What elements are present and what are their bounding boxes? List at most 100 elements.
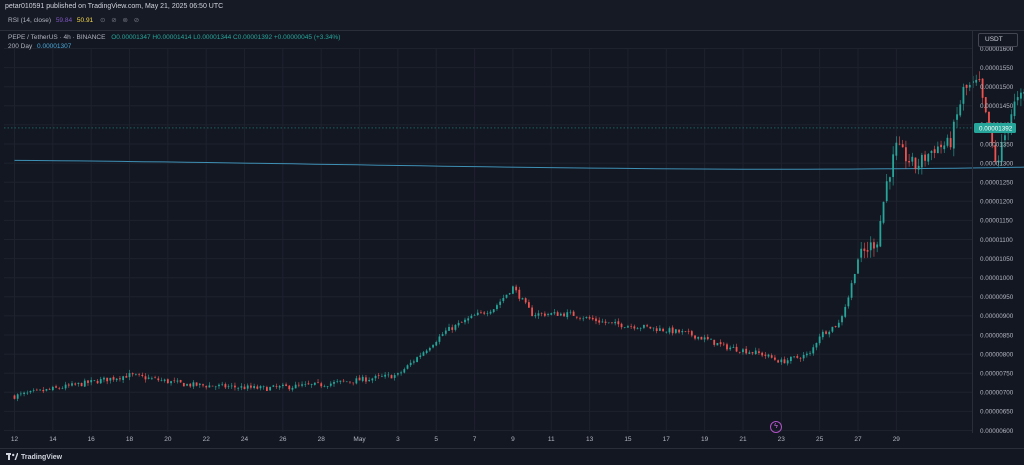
candle-body	[729, 348, 731, 350]
brand[interactable]: TradingView	[6, 452, 62, 462]
candle-body	[745, 349, 747, 354]
candle-body	[343, 381, 345, 382]
candle-body	[685, 331, 687, 332]
candle-body	[135, 374, 137, 375]
price-tick-label: 0.00000900	[980, 313, 1014, 320]
candle-body	[119, 378, 121, 379]
candle-body	[720, 342, 722, 344]
candle-body	[867, 250, 869, 252]
candle-body	[550, 313, 552, 315]
candle-body	[391, 375, 393, 378]
candle-body	[736, 347, 738, 352]
candle-body	[895, 143, 897, 156]
candle-body	[464, 320, 466, 322]
date-tick-label: 15	[624, 436, 632, 443]
candle-body	[276, 386, 278, 387]
candle-body	[52, 387, 54, 390]
price-tick-label: 0.00000800	[980, 351, 1014, 358]
candle-body	[333, 382, 335, 384]
candle-body	[570, 312, 572, 313]
symbol-title[interactable]: PEPE / TetherUS · 4h · BINANCE	[8, 34, 105, 41]
candle-body	[579, 318, 581, 319]
currency-button[interactable]: USDT	[978, 33, 1018, 47]
candle-body	[876, 244, 878, 247]
price-tick-label: 0.00000850	[980, 332, 1014, 339]
candle-body	[844, 307, 846, 317]
brand-name: TradingView	[21, 454, 62, 461]
candle-body	[918, 166, 920, 170]
candle-body	[921, 155, 923, 168]
candle-body	[694, 335, 696, 338]
candle-body	[1020, 93, 1022, 99]
candle-body	[755, 351, 757, 355]
price-tick-label: 0.00001350	[980, 141, 1014, 148]
candle-body	[71, 383, 73, 385]
candle-body	[608, 323, 610, 324]
candle-body	[84, 381, 86, 387]
candle-body	[886, 181, 888, 201]
candle-body	[224, 384, 226, 387]
ma-value: 0.00001307	[37, 43, 71, 50]
candle-body	[908, 161, 910, 162]
price-tick-label: 0.00000700	[980, 390, 1014, 397]
candle-body	[825, 331, 827, 333]
date-tick-label: 9	[511, 436, 515, 443]
candle-body	[665, 332, 667, 333]
candle-body	[400, 372, 402, 373]
date-tick-label: 18	[126, 436, 134, 443]
candle-body	[352, 383, 354, 384]
candle-body	[531, 308, 533, 316]
candle-body	[215, 387, 217, 388]
candle-body	[621, 324, 623, 327]
candle-body	[26, 393, 28, 394]
candle-body	[157, 378, 159, 380]
candle-body	[62, 388, 64, 389]
candle-body	[269, 387, 271, 390]
candle-body	[691, 331, 693, 335]
candle-body	[349, 382, 351, 383]
top-bar: petar010591 published on TradingView.com…	[0, 0, 1024, 31]
price-tick-label: 0.00001250	[980, 180, 1014, 187]
candle-body	[563, 314, 565, 317]
candle-body	[237, 388, 239, 389]
candle-body	[410, 363, 412, 365]
candle-body	[247, 385, 249, 388]
date-tick-label: 7	[473, 436, 477, 443]
candle-body	[78, 383, 80, 384]
candle-body	[132, 373, 134, 374]
candle-body	[103, 378, 105, 380]
candle-body	[525, 298, 527, 302]
candle-body	[774, 358, 776, 360]
rsi-controls[interactable]: ⊙ ⊘ ⊚ ⊘	[100, 17, 141, 24]
candle-body	[282, 385, 284, 386]
candle-body	[931, 151, 933, 153]
tradingview-logo-icon	[6, 453, 18, 461]
candle-body	[228, 386, 230, 387]
candle-body	[943, 145, 945, 149]
date-tick-label: 26	[279, 436, 287, 443]
candles	[14, 71, 1024, 401]
candle-body	[138, 374, 140, 375]
candle-body	[717, 343, 719, 345]
candle-body	[771, 355, 773, 357]
candle-body	[496, 305, 498, 309]
candle-body	[806, 354, 808, 356]
candle-body	[279, 386, 281, 387]
lightning-icon[interactable]: ϟ	[770, 421, 782, 433]
candle-body	[490, 312, 492, 314]
price-tick-label: 0.00000750	[980, 371, 1014, 378]
candle-body	[978, 79, 980, 80]
candle-body	[557, 312, 559, 316]
candle-body	[643, 325, 645, 328]
candle-body	[208, 385, 210, 387]
candle-body	[486, 313, 488, 314]
price-axis[interactable]: 0.000016000.000015500.000015000.00001450…	[980, 46, 1014, 435]
candle-body	[678, 330, 680, 333]
candle-body	[662, 329, 664, 331]
candle-body	[266, 387, 268, 391]
candle-body	[20, 394, 22, 395]
candle-body	[522, 298, 524, 299]
price-tick-label: 0.00001100	[980, 237, 1013, 244]
